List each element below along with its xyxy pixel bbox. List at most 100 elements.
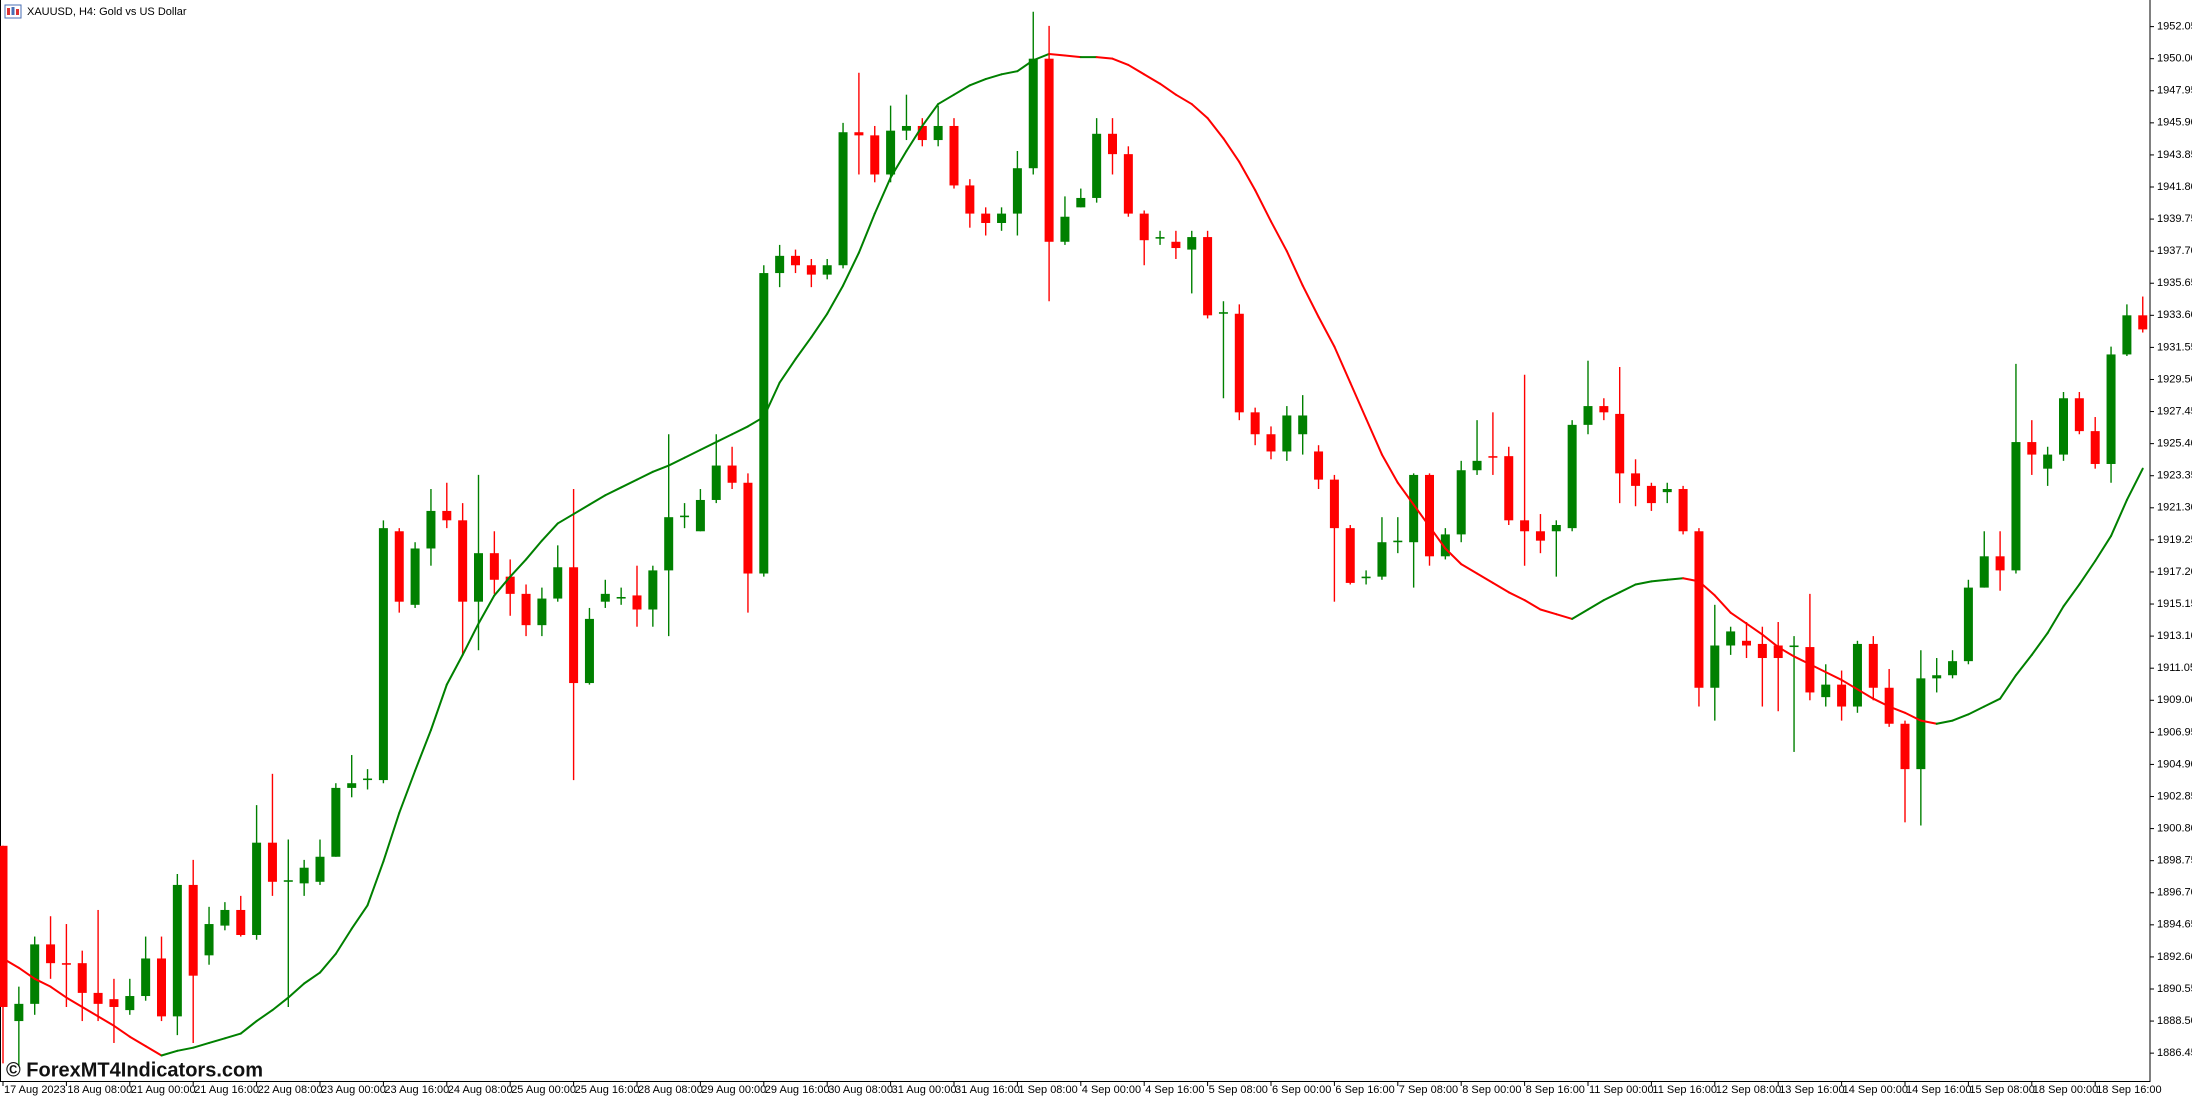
- x-tick-label: 14 Sep 00:00: [1843, 1084, 1908, 1096]
- ma-segment: [1190, 103, 1209, 120]
- ma-segment: [953, 84, 971, 96]
- candle-body: [1377, 542, 1387, 577]
- candle-body: [1361, 576, 1371, 579]
- ma-segment: [1824, 671, 1843, 681]
- y-tick-label: 1911.05: [2157, 662, 2192, 674]
- y-tick-label: 1894.65: [2157, 919, 2192, 931]
- candle-body: [1932, 675, 1942, 679]
- candle-body: [1028, 58, 1038, 169]
- candle-body: [584, 618, 594, 684]
- x-tick-label: 13 Sep 16:00: [1779, 1084, 1844, 1096]
- candle-body: [2043, 454, 2053, 469]
- y-tick-label: 1941.80: [2157, 181, 2192, 193]
- ma-segment: [1618, 583, 1637, 594]
- candle-body: [1092, 133, 1102, 198]
- ma-segment: [857, 212, 876, 254]
- ma-segment: [509, 558, 528, 578]
- ma-segment: [1967, 705, 1986, 716]
- ma-segment: [1650, 578, 1669, 583]
- x-tick-label: 25 Aug 00:00: [511, 1084, 576, 1096]
- x-tick-label: 18 Aug 08:00: [67, 1084, 132, 1096]
- candle-body: [1773, 645, 1783, 659]
- candle-body: [0, 845, 8, 1007]
- candle-body: [1615, 413, 1625, 474]
- candle-body: [1995, 556, 2005, 571]
- ma-segment: [778, 358, 797, 384]
- candle-body: [1044, 58, 1054, 242]
- ma-segment: [905, 124, 924, 153]
- candle-body: [2106, 354, 2116, 464]
- ma-segment: [1777, 646, 1796, 658]
- y-tick-label: 1892.60: [2157, 951, 2192, 963]
- x-tick-label: 8 Sep 00:00: [1462, 1084, 1521, 1096]
- x-tick-label: 29 Aug 00:00: [701, 1084, 766, 1096]
- ma-segment: [2062, 583, 2081, 608]
- y-tick-label: 1937.70: [2157, 245, 2192, 257]
- watermark: © ForexMT4Indicators.com: [6, 1059, 263, 1081]
- ma-segment: [1713, 594, 1732, 614]
- ma-segment: [620, 478, 638, 489]
- x-tick-label: 5 Sep 08:00: [1209, 1084, 1268, 1096]
- x-tick-label: 15 Sep 08:00: [1969, 1084, 2034, 1096]
- ma-segment: [1174, 93, 1193, 106]
- candle-body: [1187, 237, 1197, 250]
- ma-segment: [319, 952, 337, 974]
- candle-body: [901, 125, 911, 131]
- candle-body: [1805, 647, 1815, 693]
- y-tick-label: 1913.10: [2157, 630, 2192, 642]
- candle-body: [1916, 678, 1926, 770]
- candle-body: [474, 553, 483, 602]
- ma-segment: [477, 594, 496, 625]
- ma-segment: [350, 904, 369, 930]
- ma-segment: [525, 539, 543, 561]
- y-tick-label: 1923.35: [2157, 470, 2192, 482]
- ma-segment: [2046, 605, 2065, 634]
- y-tick-label: 1931.55: [2157, 341, 2192, 353]
- chart-title: XAUUSD, H4: Gold vs US Dollar: [27, 6, 187, 18]
- candle-body: [2011, 442, 2021, 571]
- ma-segment: [1032, 52, 1051, 62]
- ma-segment: [1143, 73, 1162, 85]
- icon-bar: [16, 9, 19, 15]
- icon-bar: [11, 7, 15, 15]
- candle-body: [822, 265, 832, 275]
- candle-body: [1678, 489, 1688, 532]
- ma-segment: [128, 1035, 147, 1048]
- candle-body: [1948, 661, 1958, 676]
- candle-body: [680, 515, 690, 518]
- ma-segment: [1840, 678, 1859, 691]
- candle-body: [1298, 415, 1308, 435]
- symbol-icon: [4, 4, 22, 19]
- ma-segment: [556, 513, 575, 525]
- y-tick-label: 1925.40: [2157, 438, 2192, 450]
- candle-body: [1282, 415, 1292, 452]
- x-tick-label: 23 Aug 16:00: [384, 1084, 449, 1096]
- y-tick-label: 1890.55: [2157, 983, 2192, 995]
- candle-body: [458, 520, 468, 602]
- ma-segment: [493, 575, 512, 597]
- candle-body: [648, 570, 658, 610]
- candle-body: [394, 531, 404, 602]
- y-tick-label: 1945.90: [2157, 117, 2192, 129]
- x-tick-label: 8 Sep 16:00: [1526, 1084, 1585, 1096]
- ma-segment: [1365, 417, 1383, 456]
- candle-body: [965, 185, 975, 214]
- candle-body: [267, 842, 277, 882]
- candle-body: [870, 135, 880, 175]
- ma-segment: [746, 416, 765, 428]
- ma-segment: [398, 769, 417, 814]
- ma-segment: [112, 1024, 131, 1038]
- candle-body: [30, 944, 40, 1004]
- x-tick-label: 4 Sep 00:00: [1082, 1084, 1141, 1096]
- ma-segment: [1460, 563, 1479, 575]
- candle-body: [1789, 645, 1799, 648]
- candle-body: [410, 548, 420, 605]
- x-tick-label: 11 Sep 00:00: [1589, 1084, 1654, 1096]
- ma-segment: [636, 470, 654, 481]
- candle-body: [236, 909, 246, 935]
- plot: [0, 11, 2148, 1067]
- ma-segment: [49, 985, 68, 999]
- x-tick-label: 28 Aug 08:00: [638, 1084, 703, 1096]
- x-tick-label: 7 Sep 08:00: [1399, 1084, 1458, 1096]
